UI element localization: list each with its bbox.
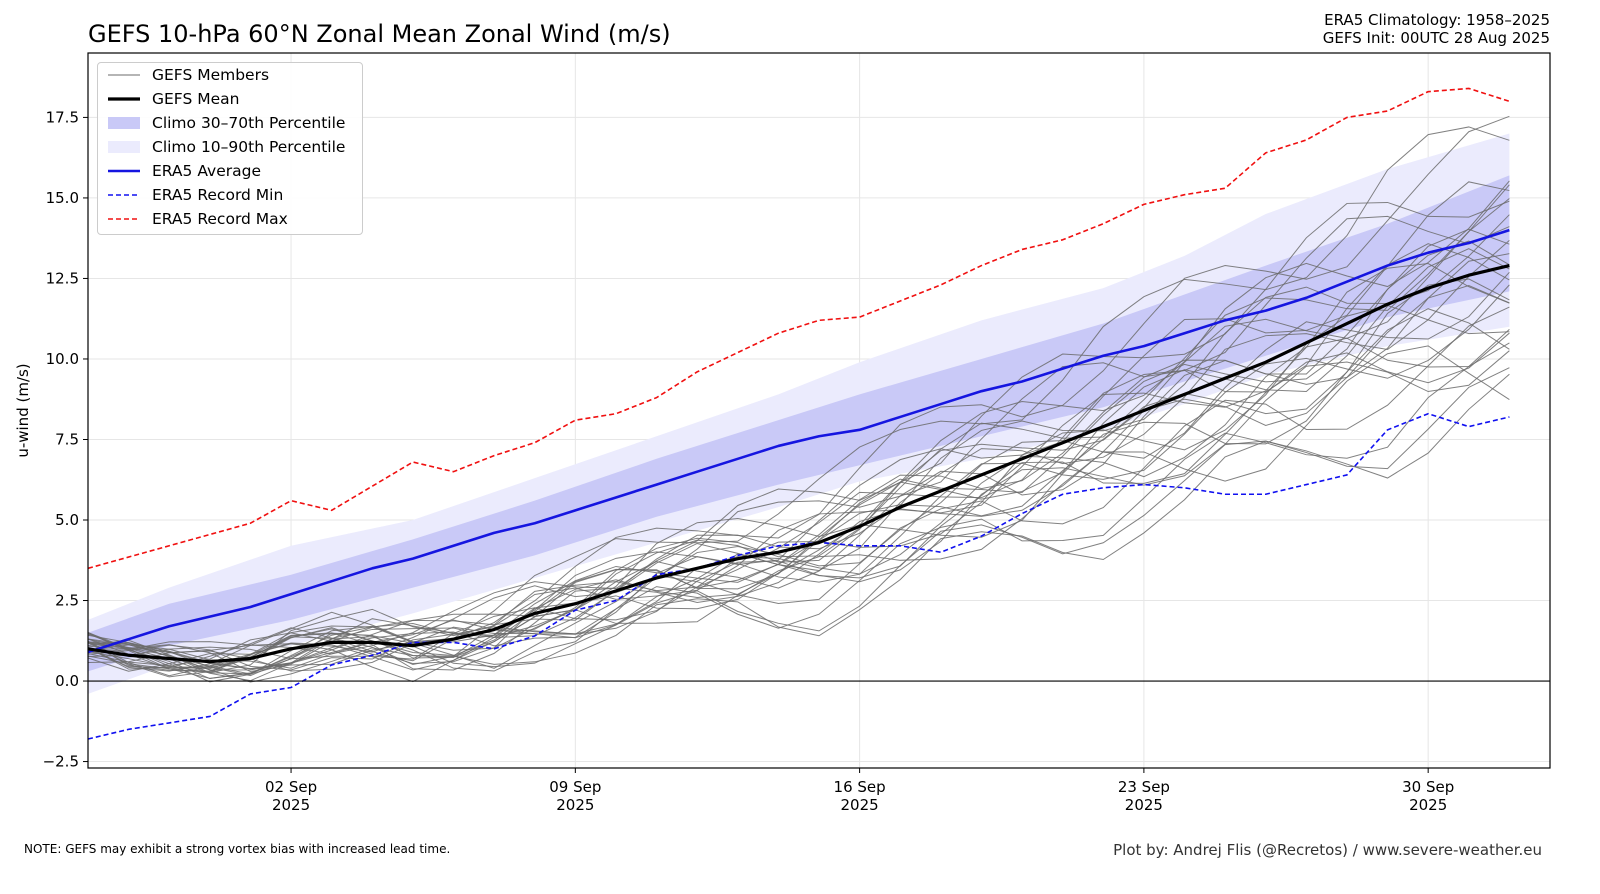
page-title: GEFS 10-hPa 60°N Zonal Mean Zonal Wind (… bbox=[88, 20, 671, 48]
gefs-members bbox=[87, 115, 1510, 683]
member-line bbox=[87, 304, 1510, 660]
band-30-70 bbox=[88, 175, 1510, 672]
y-axis-label: u-wind (m/s) bbox=[14, 363, 32, 457]
chart-meta: ERA5 Climatology: 1958–2025 GEFS Init: 0… bbox=[1323, 11, 1550, 47]
member-line bbox=[87, 306, 1510, 679]
legend-swatch-avg bbox=[108, 169, 140, 173]
y-tick-label: 12.5 bbox=[46, 269, 79, 287]
series-lines bbox=[87, 87, 1510, 740]
legend-swatch-record-max bbox=[108, 218, 140, 220]
legend-label: Climo 30–70th Percentile bbox=[152, 114, 346, 132]
member-line bbox=[87, 181, 1510, 674]
record-min-line bbox=[87, 412, 1510, 740]
axes: −2.50.02.55.07.510.012.515.017.502 Sep20… bbox=[14, 108, 1550, 814]
member-line bbox=[87, 243, 1510, 669]
member-line bbox=[87, 263, 1510, 667]
legend-item-record-max: ERA5 Record Max bbox=[106, 209, 288, 229]
init-label: GEFS Init: 00UTC 28 Aug 2025 bbox=[1322, 29, 1550, 47]
footer-credit[interactable]: Plot by: Andrej Flis (@Recretos) / www.s… bbox=[1113, 841, 1542, 859]
member-line bbox=[87, 329, 1510, 671]
legend-swatch-record-min bbox=[108, 194, 140, 196]
climo-bands bbox=[88, 133, 1510, 694]
member-line bbox=[87, 373, 1510, 683]
y-tick-label: 0.0 bbox=[55, 672, 79, 690]
legend-item-avg: ERA5 Average bbox=[106, 161, 261, 181]
legend-label: GEFS Members bbox=[152, 66, 270, 84]
member-line bbox=[87, 345, 1510, 683]
x-tick-year-label: 2025 bbox=[272, 796, 310, 814]
x-tick-label: 30 Sep bbox=[1402, 778, 1454, 796]
gefs-mean-line bbox=[87, 264, 1510, 664]
x-tick-year-label: 2025 bbox=[556, 796, 594, 814]
legend-item-members: GEFS Members bbox=[106, 65, 269, 85]
y-tick-label: −2.5 bbox=[43, 753, 79, 771]
era5-average-line bbox=[87, 228, 1510, 654]
y-tick-label: 2.5 bbox=[55, 592, 79, 610]
x-tick-label: 23 Sep bbox=[1118, 778, 1170, 796]
x-tick-year-label: 2025 bbox=[1409, 796, 1447, 814]
legend-item-band-10-90: Climo 10–90th Percentile bbox=[106, 137, 345, 157]
member-line bbox=[87, 115, 1510, 674]
member-line bbox=[87, 180, 1510, 670]
climatology-label: ERA5 Climatology: 1958–2025 bbox=[1324, 11, 1550, 29]
legend-label: GEFS Mean bbox=[152, 90, 240, 108]
x-tick-label: 02 Sep bbox=[265, 778, 317, 796]
legend-label: ERA5 Record Min bbox=[152, 186, 284, 204]
legend-label: ERA5 Average bbox=[152, 162, 261, 180]
member-line bbox=[87, 240, 1510, 669]
y-tick-label: 7.5 bbox=[55, 430, 79, 448]
plot-frame bbox=[87, 52, 1551, 769]
member-line bbox=[87, 284, 1510, 671]
legend-swatch-members bbox=[108, 74, 140, 76]
member-line bbox=[87, 284, 1510, 672]
legend-item-record-min: ERA5 Record Min bbox=[106, 185, 283, 205]
member-line bbox=[87, 200, 1510, 655]
legend-swatch-mean bbox=[108, 97, 140, 101]
legend-swatch-band-30-70 bbox=[108, 117, 140, 129]
y-tick-label: 5.0 bbox=[55, 511, 79, 529]
legend-swatch-band-10-90 bbox=[108, 141, 140, 153]
x-tick-year-label: 2025 bbox=[1125, 796, 1163, 814]
y-tick-label: 15.0 bbox=[46, 189, 79, 207]
legend-label: Climo 10–90th Percentile bbox=[152, 138, 346, 156]
footer-note: NOTE: GEFS may exhibit a strong vortex b… bbox=[24, 842, 451, 856]
y-tick-label: 17.5 bbox=[46, 108, 79, 126]
x-tick-label: 09 Sep bbox=[549, 778, 601, 796]
y-tick-label: 10.0 bbox=[46, 350, 79, 368]
x-tick-year-label: 2025 bbox=[841, 796, 879, 814]
legend-label: ERA5 Record Max bbox=[152, 210, 288, 228]
legend-item-mean: GEFS Mean bbox=[106, 89, 239, 109]
member-line bbox=[87, 228, 1510, 677]
chart-legend: GEFS Members GEFS Mean Climo 30–70th Per… bbox=[97, 62, 363, 235]
legend-item-band-30-70: Climo 30–70th Percentile bbox=[106, 113, 345, 133]
member-line bbox=[87, 126, 1510, 672]
x-tick-label: 16 Sep bbox=[834, 778, 886, 796]
